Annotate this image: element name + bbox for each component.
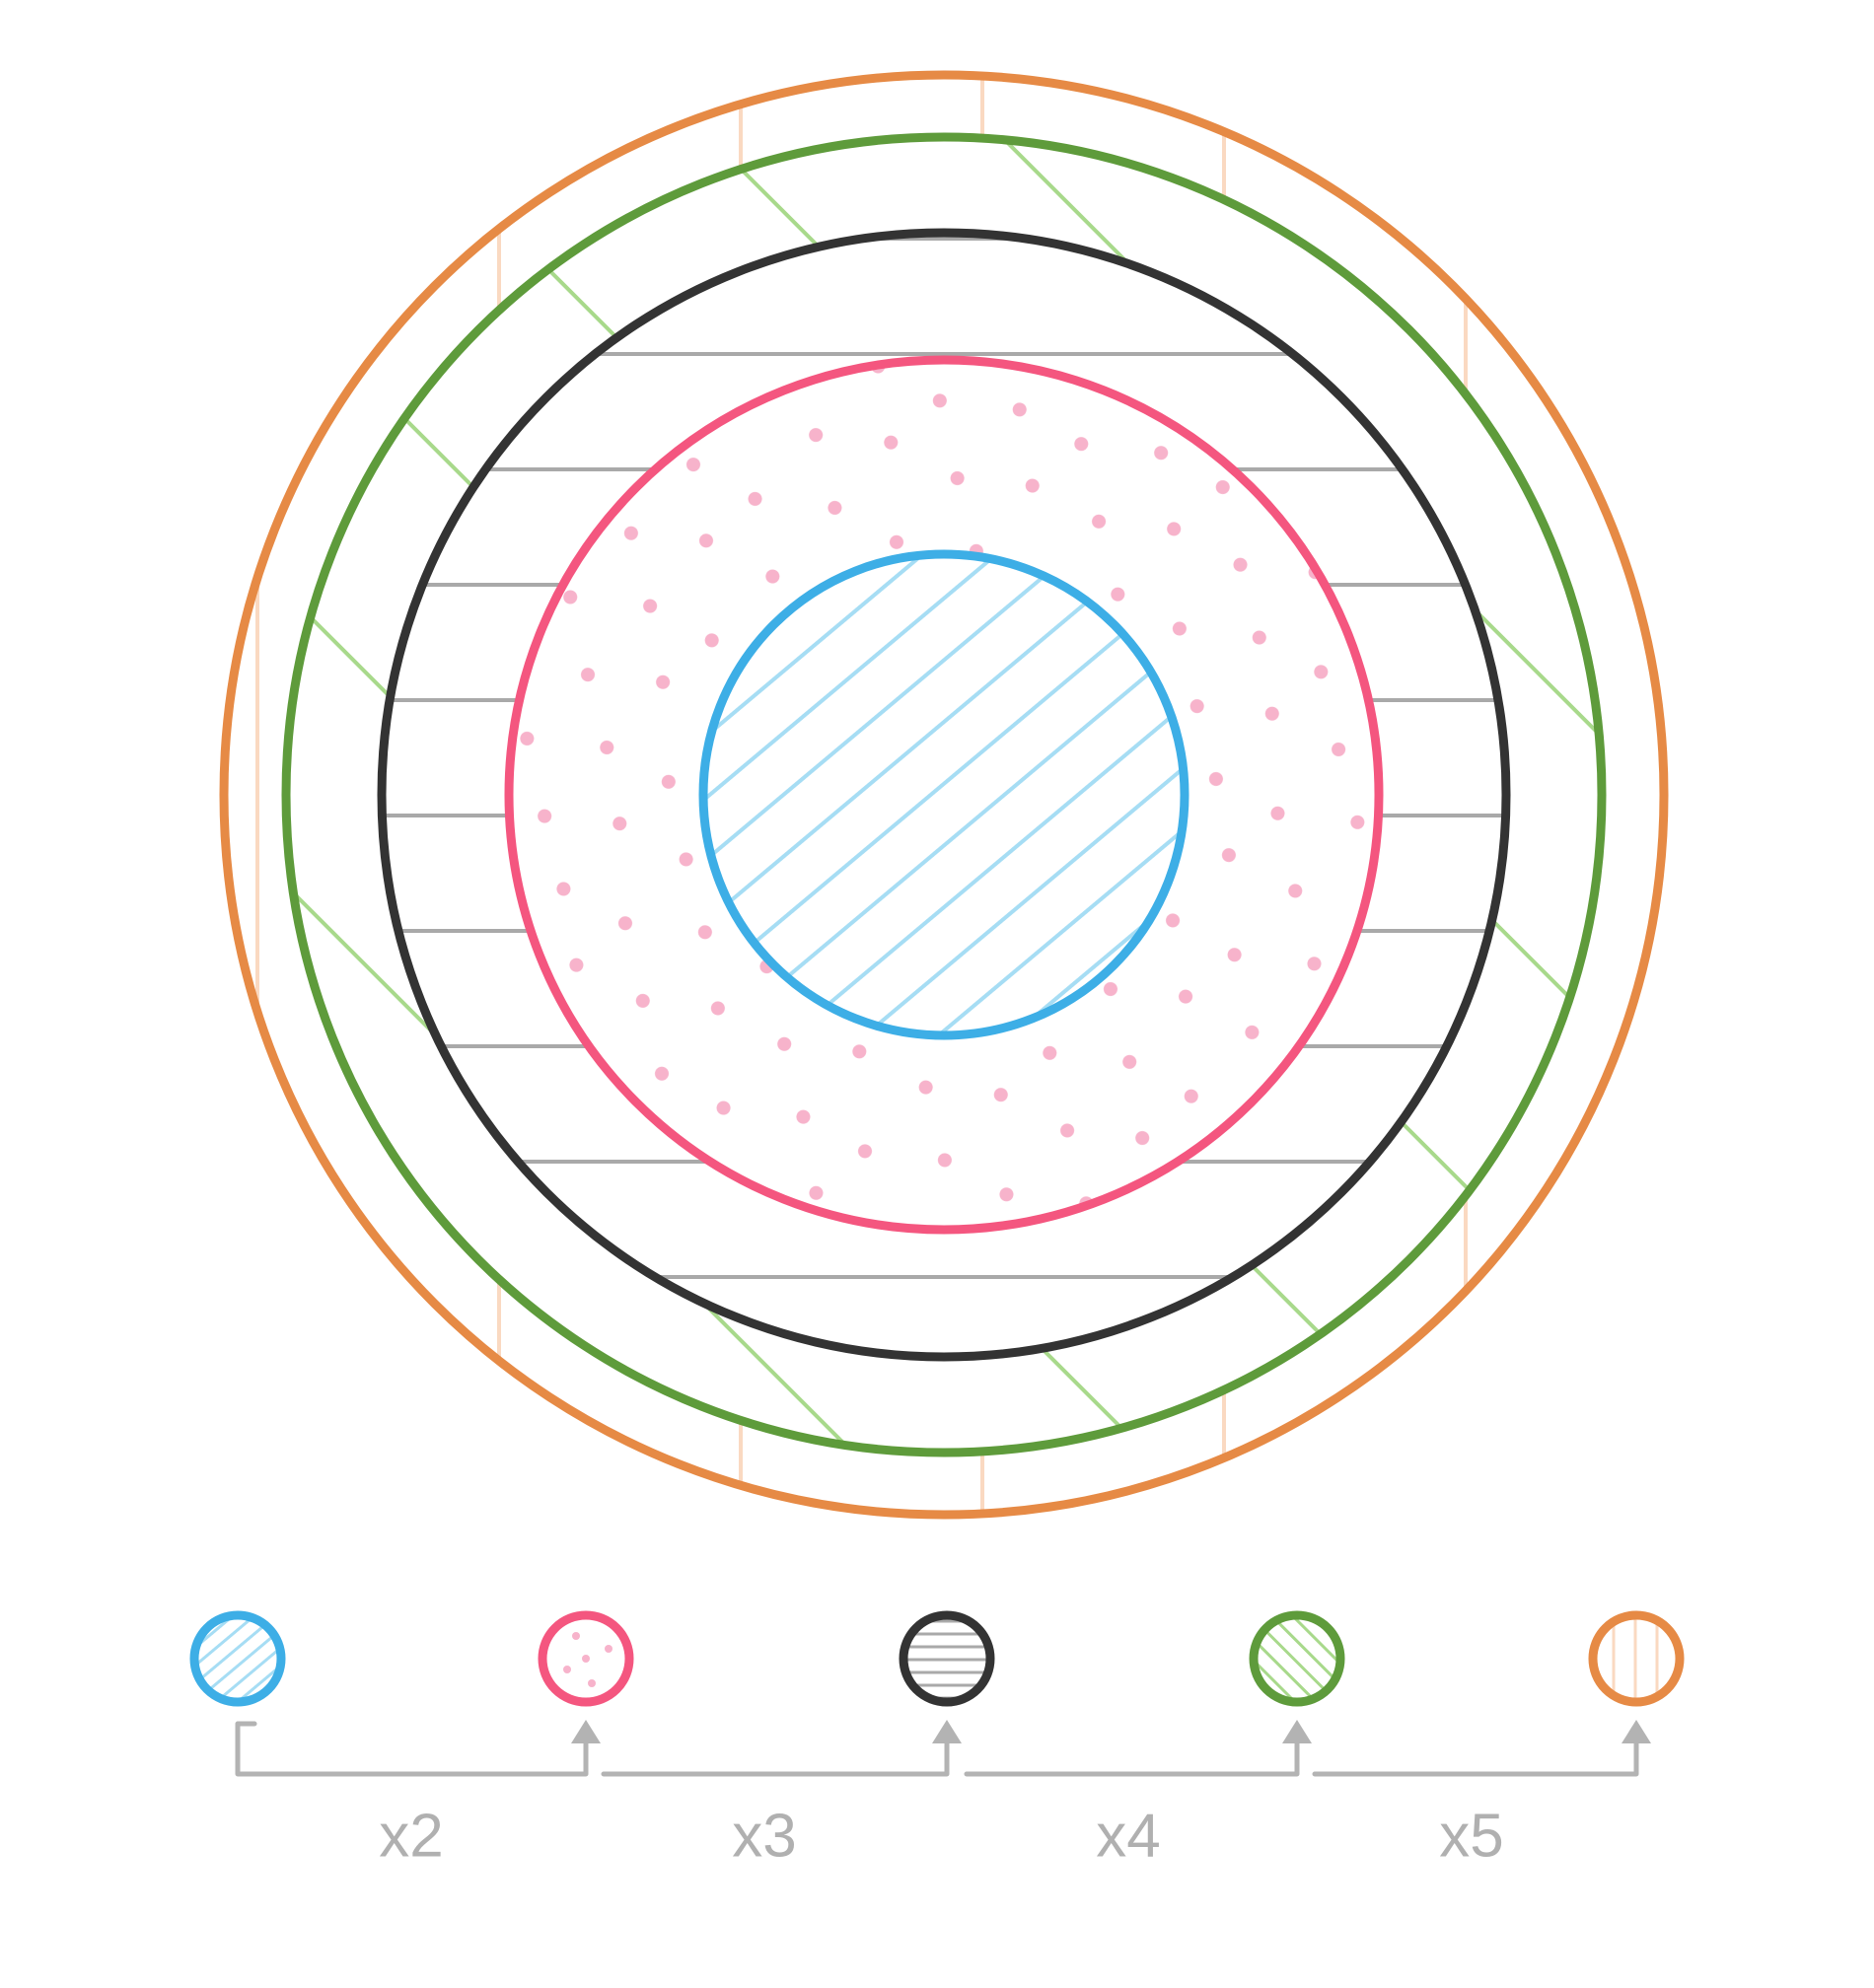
step-labels: x2 x3 x4 x5 xyxy=(379,1802,1503,1870)
orange-icon xyxy=(1588,1610,1685,1707)
green-ring xyxy=(281,132,1607,1457)
black-ring xyxy=(377,228,1511,1362)
legend-icons xyxy=(189,1610,1685,1707)
connector xyxy=(235,1721,589,1777)
pink-ring-fill xyxy=(509,360,1379,1230)
arrowhead xyxy=(571,1720,601,1743)
arrowhead xyxy=(932,1720,962,1743)
connector xyxy=(601,1735,950,1777)
connectors xyxy=(235,1720,1651,1777)
pink-icon xyxy=(538,1610,634,1707)
step-label: x3 xyxy=(732,1802,796,1870)
step-label: x2 xyxy=(379,1802,443,1870)
blue-icon xyxy=(189,1610,286,1707)
arrowhead xyxy=(1282,1720,1312,1743)
blue-core xyxy=(698,549,1189,1040)
connector xyxy=(964,1735,1300,1777)
pink-ring xyxy=(504,355,1384,1235)
concentric-rings xyxy=(219,70,1669,1520)
green-icon xyxy=(1249,1610,1345,1707)
black-icon xyxy=(899,1610,995,1707)
orange-ring xyxy=(219,70,1669,1520)
blue-core-fill xyxy=(703,554,1185,1035)
step-label: x5 xyxy=(1439,1802,1503,1870)
connector xyxy=(1312,1735,1639,1777)
step-label: x4 xyxy=(1096,1802,1160,1870)
arrowhead xyxy=(1622,1720,1651,1743)
